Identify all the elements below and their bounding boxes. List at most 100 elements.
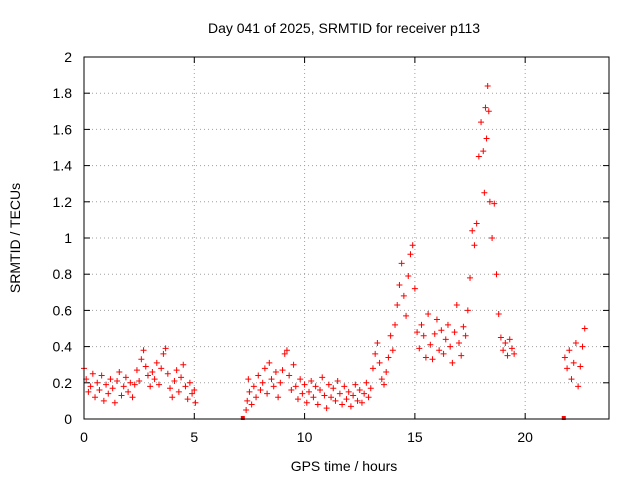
data-point: [564, 365, 571, 372]
data-point: [376, 359, 383, 366]
data-point: [502, 339, 509, 346]
data-point: [321, 392, 328, 399]
data-point: [491, 200, 498, 207]
data-point: [480, 148, 487, 155]
data-point: [297, 376, 304, 383]
data-point: [131, 381, 138, 388]
x-tick-label: 0: [80, 429, 88, 445]
data-point: [504, 352, 511, 359]
data-point: [98, 372, 105, 379]
data-point: [409, 242, 416, 249]
y-tick-label: 0.4: [53, 339, 73, 355]
data-point: [328, 394, 335, 401]
data-point: [378, 376, 385, 383]
data-point: [107, 376, 114, 383]
y-tick-label: 0.8: [53, 266, 73, 282]
data-point: [286, 372, 293, 379]
data-point: [453, 301, 460, 308]
data-point: [246, 388, 253, 395]
data-point: [383, 368, 390, 375]
data-point: [358, 399, 365, 406]
data-point: [336, 390, 343, 397]
data-point: [489, 235, 496, 241]
chart-title: Day 041 of 2025, SRMTID for receiver p11…: [208, 20, 480, 36]
data-point: [299, 390, 306, 397]
data-point: [301, 381, 308, 388]
data-point: [451, 329, 458, 336]
data-point: [109, 385, 116, 392]
data-point: [264, 390, 271, 397]
data-point: [449, 359, 456, 366]
data-point: [483, 135, 490, 142]
data-point: [462, 332, 469, 339]
data-point: [427, 341, 434, 348]
data-point: [438, 327, 445, 334]
data-point: [100, 397, 107, 404]
data-point: [416, 345, 423, 352]
data-point: [323, 405, 330, 412]
data-point: [361, 390, 368, 397]
data-point: [310, 394, 317, 401]
data-point: [341, 383, 348, 390]
data-point: [253, 394, 260, 401]
data-point: [478, 119, 485, 126]
data-point: [111, 399, 118, 406]
x-axis-label: GPS time / hours: [291, 458, 398, 474]
data-point: [261, 365, 268, 372]
data-point: [486, 198, 493, 205]
data-point: [372, 350, 379, 357]
data-point: [369, 365, 376, 372]
data-point: [162, 345, 169, 352]
data-point: [471, 242, 478, 249]
data-point: [394, 301, 401, 308]
data-point: [425, 311, 432, 318]
data-point: [339, 401, 346, 408]
data-point: [270, 383, 277, 390]
data-point: [156, 381, 162, 388]
data-point: [345, 388, 352, 395]
data-point: [396, 282, 403, 289]
x-tick-labels: 0 5 10 15 20: [80, 429, 533, 445]
data-point: [133, 367, 140, 374]
data-point: [317, 387, 324, 394]
data-point: [272, 368, 279, 375]
data-point: [447, 343, 454, 350]
data-point: [575, 383, 582, 390]
data-point: [120, 383, 127, 390]
data-point: [464, 307, 471, 314]
data-point: [354, 397, 361, 404]
plot-frame: [83, 56, 610, 420]
data-point: [248, 401, 255, 408]
y-tick-labels: 0 0.2 0.4 0.6 0.8 1 1.2 1.4 1.6 1.8 2: [53, 49, 73, 427]
data-point: [255, 372, 262, 379]
data-point: [485, 108, 492, 115]
data-point: [433, 316, 440, 323]
y-tick-label: 1.4: [53, 158, 73, 174]
data-point: [429, 356, 436, 363]
data-point: [127, 379, 134, 386]
data-point: [171, 377, 178, 384]
data-point: [330, 385, 337, 392]
data-point: [467, 274, 474, 281]
data-point: [400, 292, 407, 299]
data-point: [114, 377, 121, 384]
data-point: [385, 354, 392, 361]
data-point: [403, 312, 410, 319]
data-point: [497, 334, 504, 341]
data-point: [572, 339, 579, 346]
data-point: [275, 394, 282, 401]
data-point: [579, 343, 586, 350]
data-point: [92, 394, 99, 401]
data-point: [356, 387, 363, 394]
data-point: [279, 367, 286, 374]
data-point: [105, 390, 112, 397]
data-point: [363, 379, 370, 386]
data-point: [493, 271, 500, 278]
data-point: [167, 385, 174, 392]
data-point: [511, 350, 518, 357]
data-point: [407, 251, 414, 258]
y-tick-label: 1: [64, 230, 72, 246]
data-point: [153, 359, 160, 366]
zero-marker: [240, 416, 245, 420]
data-point: [347, 403, 354, 410]
